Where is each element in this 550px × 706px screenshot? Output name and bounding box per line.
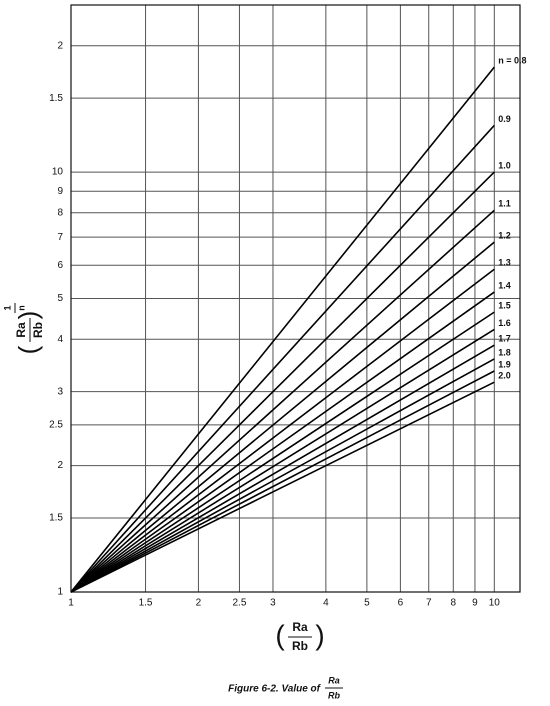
series-label: 1.5 <box>498 301 511 311</box>
y-tick-label: 10 <box>52 167 64 178</box>
curve <box>70 209 495 593</box>
x-tick-label: 9 <box>472 598 478 609</box>
y-tick-label: 9 <box>57 186 63 197</box>
series-label: 1.0 <box>498 160 511 170</box>
x-tick-label: 8 <box>451 598 457 609</box>
y-label-exp-den: n <box>16 305 26 311</box>
series-label: 1.6 <box>498 318 511 328</box>
x-tick-label: 2.5 <box>232 598 246 609</box>
y-label-denominator: Rb <box>31 322 45 338</box>
series-label: 1.8 <box>498 347 511 357</box>
curve <box>70 358 495 593</box>
y-tick-label: 2.5 <box>49 420 63 431</box>
x-axis-label: Ra Rb ( ) <box>275 619 324 653</box>
caption: Figure 6-2. Value of Ra Rb <box>228 675 343 700</box>
caption-numerator: Ra <box>328 675 340 685</box>
x-label-numerator: Ra <box>292 620 308 634</box>
series-label: 0.9 <box>498 114 511 124</box>
x-tick-label: 1 <box>68 598 74 609</box>
x-tick-label: 4 <box>323 598 329 609</box>
curve <box>70 241 495 593</box>
y-axis-label: Ra Rb 1 n ( ) <box>2 303 45 354</box>
series-label: 1.1 <box>498 199 511 209</box>
curve <box>70 344 495 593</box>
y-tick-label: 2 <box>57 460 63 471</box>
y-tick-label: 6 <box>57 260 63 271</box>
plot-frame <box>70 4 521 593</box>
y-tick-label: 2 <box>57 40 63 51</box>
x-tick-label: 1.5 <box>139 598 153 609</box>
y-tick-label: 1.5 <box>49 513 63 524</box>
caption-denominator: Rb <box>328 690 340 700</box>
y-label-exp-num: 1 <box>2 305 12 310</box>
x-tick-label: 10 <box>489 598 501 609</box>
paren: ) <box>13 311 43 320</box>
y-tick-label: 8 <box>57 207 63 218</box>
y-label-numerator: Ra <box>14 322 28 338</box>
series-label: 1.2 <box>498 231 511 241</box>
y-tick-label: 7 <box>57 232 63 243</box>
x-tick-label: 5 <box>364 598 370 609</box>
x-tick-label: 2 <box>196 598 202 609</box>
curve <box>70 381 495 593</box>
curve <box>70 311 495 593</box>
x-tick-label: 6 <box>398 598 404 609</box>
y-tick-label: 1 <box>57 587 63 598</box>
series-label: n = 0.8 <box>498 56 526 66</box>
curve <box>70 124 495 593</box>
curve <box>70 328 495 593</box>
curve <box>70 370 495 593</box>
y-tick-label: 3 <box>57 386 63 397</box>
x-tick-label: 7 <box>426 598 432 609</box>
series-label: 2.0 <box>498 371 511 381</box>
paren: ) <box>315 619 324 650</box>
curve <box>70 66 495 593</box>
series-label: 1.7 <box>498 334 511 344</box>
curve <box>70 291 495 593</box>
series-label: 1.9 <box>498 359 511 369</box>
y-tick-label: 5 <box>57 293 63 304</box>
series-label: 1.4 <box>498 280 511 290</box>
paren: ( <box>13 345 43 354</box>
caption-text: Figure 6-2. Value of <box>228 684 322 695</box>
paren: ( <box>275 619 285 650</box>
series-label: 1.3 <box>498 258 511 268</box>
y-tick-label: 1.5 <box>49 93 63 104</box>
curve <box>70 171 495 593</box>
curve <box>70 268 495 593</box>
x-label-denominator: Rb <box>292 639 308 653</box>
x-tick-label: 3 <box>270 598 276 609</box>
y-tick-label: 4 <box>57 334 63 345</box>
